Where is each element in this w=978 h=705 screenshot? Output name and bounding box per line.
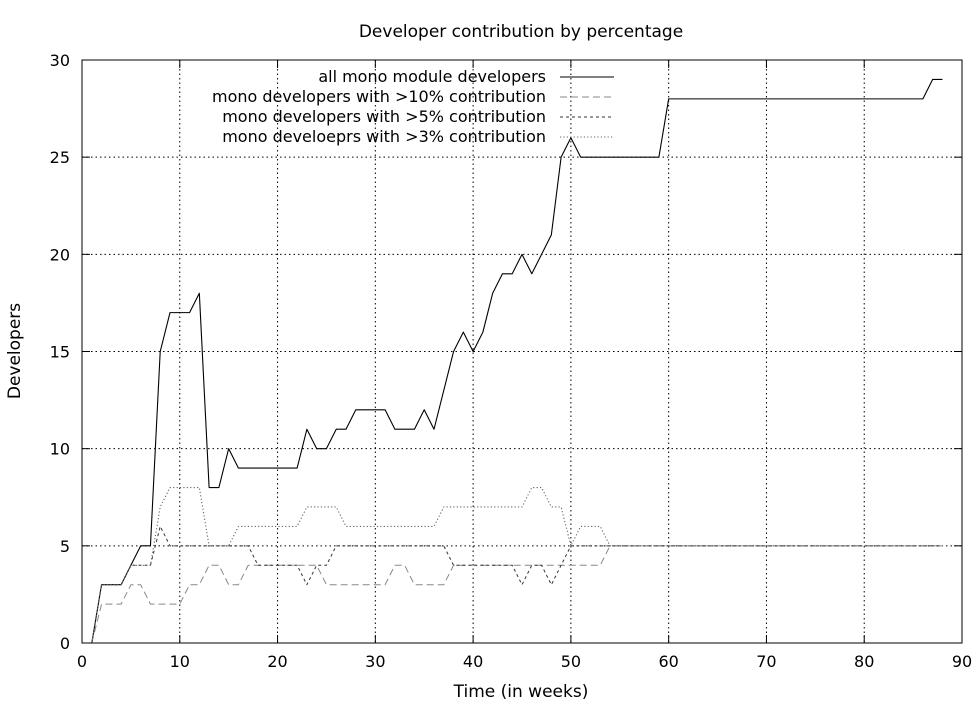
x-tick-label: 80: [854, 652, 874, 671]
x-tick-label: 0: [77, 652, 87, 671]
chart-title: Developer contribution by percentage: [359, 22, 683, 42]
series-line-2: [91, 545, 943, 644]
series-line-4: [91, 486, 943, 644]
x-tick-label: 30: [365, 652, 385, 671]
x-tick-label: 20: [267, 652, 287, 671]
y-tick-label: 15: [50, 343, 70, 362]
x-tick-label: 90: [952, 652, 972, 671]
grid: [82, 60, 962, 643]
x-tick-label: 50: [561, 652, 581, 671]
y-tick-label: 20: [50, 245, 70, 264]
y-tick-label: 5: [60, 537, 70, 556]
y-tick-label: 0: [60, 634, 70, 653]
series-lines: [91, 78, 943, 644]
legend-label-3: mono developers with >5% contribution: [222, 107, 546, 126]
x-tick-label: 70: [756, 652, 776, 671]
series-line-1: [91, 78, 943, 644]
y-tick-label: 25: [50, 148, 70, 167]
y-tick-label: 30: [50, 51, 70, 70]
legend-label-2: mono developers with >10% contribution: [212, 87, 546, 106]
x-tick-label: 60: [658, 652, 678, 671]
y-tick-label: 10: [50, 440, 70, 459]
legend-label-4: mono develoeprs with >3% contribution: [222, 127, 546, 146]
axis-ticks: 0 10 20 30 40 50 60 70 80 90 0 5 10 15 20 25 30: [50, 51, 973, 671]
legend-label-1: all mono module developers: [318, 67, 546, 86]
x-tick-label: 40: [463, 652, 483, 671]
x-tick-label: 10: [170, 652, 190, 671]
x-axis-label: Time (in weeks): [453, 682, 589, 702]
series-line-3: [91, 525, 943, 644]
y-axis-label: Developers: [5, 303, 25, 399]
